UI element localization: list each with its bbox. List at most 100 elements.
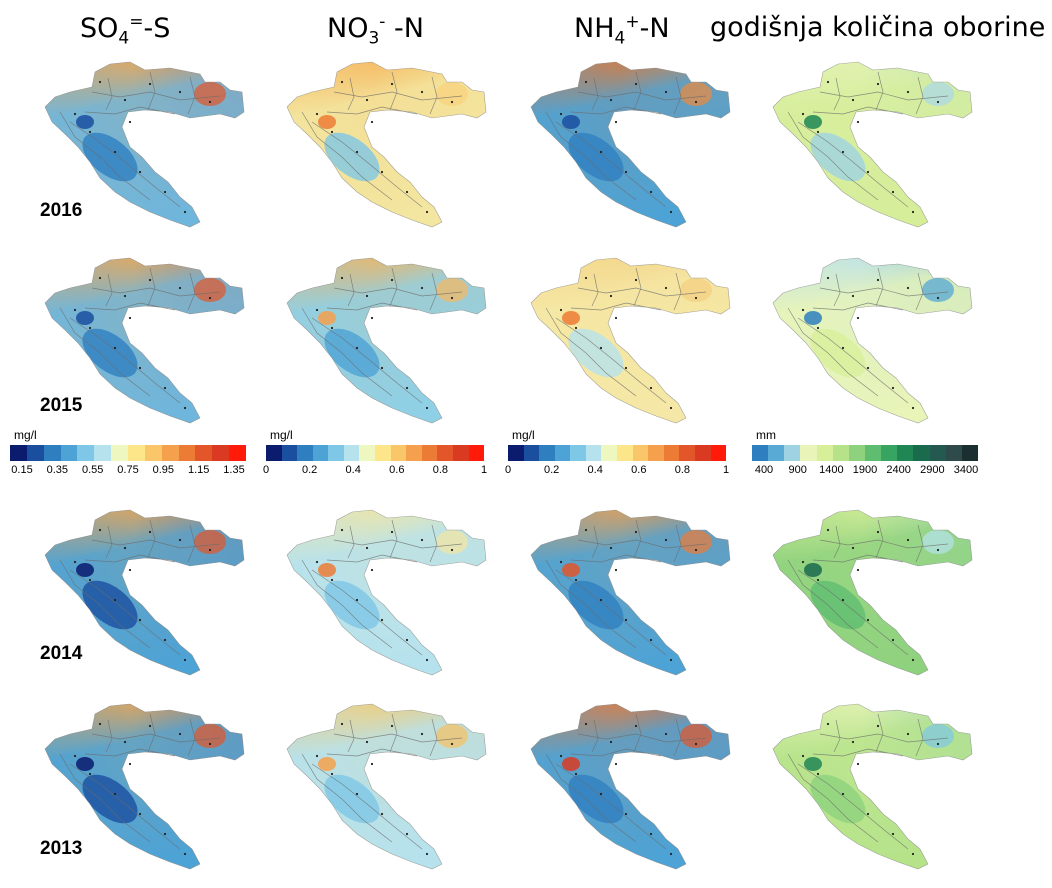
header-no3-sub: 3 [368, 28, 380, 49]
color-scale-swatch [281, 445, 298, 461]
legend-unit: mg/l [270, 428, 293, 442]
color-scale-swatch [913, 445, 930, 461]
color-scale-swatch [144, 445, 162, 461]
legend-unit: mg/l [512, 428, 535, 442]
legend-tick-label: 0.55 [81, 464, 104, 476]
color-scale-swatch [800, 445, 817, 461]
color-scale-swatch [539, 445, 555, 461]
color-scale-swatch [468, 445, 485, 461]
color-scale-swatch [178, 445, 196, 461]
color-scale-swatch [266, 445, 282, 461]
header-so4-rest: -S [143, 13, 171, 44]
header-so4-sub: 4 [118, 28, 130, 49]
header-nh4-sup: + [625, 12, 640, 32]
map-2015-col1 [44, 257, 245, 424]
color-scale-swatch [864, 445, 882, 461]
color-scale-swatch [26, 445, 44, 461]
color-scale-swatch [60, 445, 78, 461]
color-scale-swatch [406, 445, 422, 461]
map-2016-col4 [772, 61, 973, 228]
color-scale-swatch [897, 445, 914, 461]
color-scale-swatch [297, 445, 313, 461]
map-2016-col1 [44, 61, 245, 228]
color-scale-swatch [111, 445, 129, 461]
color-scale-swatch [632, 445, 649, 461]
year-label-2016: 2016 [40, 200, 83, 221]
color-scale-swatch [523, 445, 540, 461]
map-2015-col2 [286, 257, 487, 424]
map-2016-col3 [530, 61, 731, 228]
color-scale-swatch [508, 445, 524, 461]
map-2014-col2 [286, 509, 487, 676]
color-scale-swatch [390, 445, 407, 461]
color-scale-bar [266, 445, 485, 461]
legend-tick-label: 0.8 [674, 464, 691, 476]
color-scale-swatch [128, 445, 145, 461]
map-2013-col4 [772, 703, 973, 870]
legend-tick-label: 1.35 [223, 464, 245, 476]
map-2013-col1 [44, 703, 245, 870]
color-scale-swatch [768, 445, 785, 461]
color-scale-swatch [816, 445, 833, 461]
header-so4: SO4=-S [80, 12, 170, 48]
legend-tick-label: 0.4 [345, 464, 361, 476]
color-scale-swatch [359, 445, 376, 461]
legend-tick-label: 0.2 [301, 464, 318, 476]
color-scale-swatch [710, 445, 727, 461]
year-label-2015: 2015 [40, 395, 83, 416]
color-scale-swatch [554, 445, 571, 461]
legend-tick-label: 2900 [920, 464, 945, 476]
color-scale-swatch [617, 445, 633, 461]
header-no3-sup: - [379, 12, 386, 32]
color-scale-swatch [694, 445, 711, 461]
legend-tick-label: 0.35 [46, 464, 69, 476]
color-scale-swatch [601, 445, 618, 461]
legend-unit: mm [756, 428, 776, 442]
map-2013-col3 [530, 703, 731, 870]
legend-tick-label: 2400 [886, 464, 911, 476]
map-2014-col1 [44, 509, 245, 676]
legend-tick-label: 0.6 [389, 464, 405, 476]
color-scale-swatch [752, 445, 769, 461]
header-nh4-rest: -N [639, 13, 670, 44]
color-scale-swatch [832, 445, 849, 461]
color-scale-swatch [848, 445, 865, 461]
color-scale-swatch [229, 445, 247, 461]
legend-tick-label: 0.95 [152, 464, 175, 476]
color-scale-swatch [585, 445, 602, 461]
color-scale-swatch [945, 445, 962, 461]
legend-tick-label: 3400 [953, 464, 979, 476]
header-so4-sup: = [129, 12, 144, 32]
color-scale-swatch [679, 445, 695, 461]
color-scale-swatch [312, 445, 329, 461]
legend-tick-label: 0.2 [543, 464, 560, 476]
color-scale-swatch [929, 445, 946, 461]
color-scale-swatch [452, 445, 469, 461]
legend-unit: mg/l [14, 428, 37, 442]
color-scale-swatch [328, 445, 344, 461]
legend-tick-label: 0.4 [587, 464, 603, 476]
header-so4-base: SO [80, 13, 119, 44]
header-no3: NO3- -N [327, 12, 424, 48]
legend-tick-label: 0 [262, 464, 270, 476]
color-scale-swatch [94, 445, 112, 461]
color-scale-swatch [784, 445, 801, 461]
color-scale-swatch [43, 445, 61, 461]
map-2015-col3 [530, 257, 731, 424]
legend-tick-label: 0.75 [117, 464, 139, 476]
legend-tick-label: 1 [480, 464, 488, 476]
map-2014-col3 [530, 509, 731, 676]
year-label-2013: 2013 [40, 838, 83, 859]
color-scale-bar [10, 445, 247, 461]
legend-tick-label: 900 [788, 464, 807, 476]
header-precipitation: godišnja količina oborine [710, 12, 1046, 43]
legend-tick-label: 0 [504, 464, 512, 476]
color-scale-swatch [663, 445, 680, 461]
legend-tick-label: 0.8 [432, 464, 449, 476]
legend-tick-label: 1900 [852, 464, 878, 476]
legend-tick-label: 0.6 [631, 464, 647, 476]
color-scale-swatch [570, 445, 586, 461]
color-scale-bar [752, 445, 978, 461]
color-scale-swatch [10, 445, 27, 461]
legend-tick-label: 1 [722, 464, 730, 476]
